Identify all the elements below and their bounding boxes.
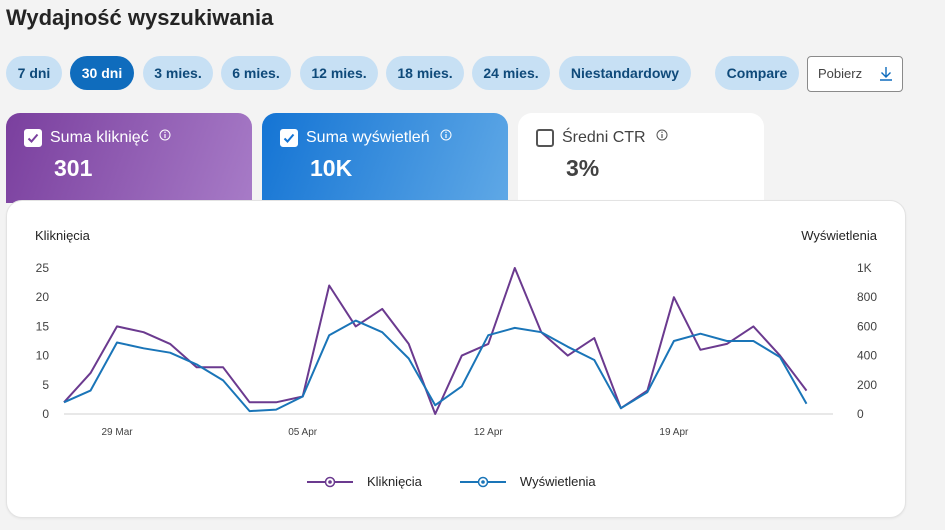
legend-label-clicks: Kliknięcia (367, 474, 422, 489)
range-12-months[interactable]: 12 mies. (300, 56, 378, 90)
download-label: Pobierz (818, 66, 863, 81)
left-axis-title: Kliknięcia (35, 228, 90, 243)
compare-button[interactable]: Compare (715, 56, 799, 90)
y-left-tick-label: 15 (36, 319, 50, 333)
x-tick-label: 05 Apr (288, 427, 318, 438)
series-line-impressions (63, 319, 808, 413)
range-24-months[interactable]: 24 mies. (472, 56, 550, 90)
y-left-tick-label: 5 (42, 378, 49, 392)
metric-card-impressions[interactable]: Suma wyświetleń 10K (262, 113, 508, 203)
ctr-value: 3% (566, 155, 600, 181)
chart-card: Kliknięcia Wyświetlenia 0 5 10 15 20 25 0 200 40… (6, 200, 906, 518)
range-3-months[interactable]: 3 mies. (143, 56, 213, 90)
legend-marker-impressions (459, 476, 506, 487)
metric-card-clicks[interactable]: Suma kliknięć 301 (6, 113, 252, 203)
y-left-tick-label: 25 (36, 261, 50, 275)
ctr-checkbox[interactable] (536, 129, 554, 147)
download-button[interactable]: Pobierz (807, 56, 903, 92)
checkmark-icon (283, 133, 295, 143)
legend-item-clicks[interactable]: Kliknięcia (307, 474, 422, 489)
clicks-checkbox[interactable] (24, 129, 42, 147)
page-title: Wydajność wyszukiwania (6, 5, 274, 30)
legend-label-impressions: Wyświetlenia (519, 474, 596, 489)
range-30-days[interactable]: 30 dni (70, 56, 134, 90)
x-tick-label: 29 Mar (101, 427, 133, 438)
range-7-days[interactable]: 7 dni (6, 56, 62, 90)
legend-marker-clicks (307, 476, 353, 487)
clicks-value: 301 (54, 155, 93, 181)
y-right-tick-label: 600 (857, 319, 877, 333)
y-left-tick-label: 20 (36, 290, 50, 304)
info-icon[interactable] (656, 129, 668, 141)
date-range-bar: 7 dni 30 dni 3 mies. 6 mies. 12 mies. 18… (0, 56, 945, 92)
y-right-tick-label: 400 (857, 349, 877, 363)
y-left-tick-label: 10 (36, 349, 50, 363)
ctr-label: Średni CTR (562, 129, 646, 146)
y-right-tick-label: 0 (857, 407, 864, 421)
info-icon[interactable] (440, 129, 452, 141)
legend-item-impressions[interactable]: Wyświetlenia (459, 474, 596, 489)
impressions-checkbox[interactable] (280, 129, 298, 147)
checkmark-icon (27, 133, 39, 143)
impressions-label: Suma wyświetleń (306, 129, 430, 146)
chart-legend: Kliknięcia Wyświetlenia (307, 474, 596, 489)
info-icon[interactable] (159, 129, 171, 141)
right-axis-title: Wyświetlenia (801, 228, 877, 243)
series-line-clicks (63, 267, 808, 415)
y-right-tick-label: 200 (857, 378, 877, 392)
range-custom[interactable]: Niestandardowy (559, 56, 691, 90)
y-left-tick-label: 0 (42, 407, 49, 421)
range-18-months[interactable]: 18 mies. (386, 56, 464, 90)
metric-card-ctr[interactable]: Średni CTR 3% (518, 113, 764, 203)
clicks-label: Suma kliknięć (50, 129, 149, 146)
impressions-value: 10K (310, 155, 353, 181)
x-tick-label: 12 Apr (474, 427, 504, 438)
y-right-tick-label: 1K (857, 261, 872, 275)
x-tick-label: 19 Apr (659, 427, 689, 438)
range-6-months[interactable]: 6 mies. (221, 56, 291, 90)
line-chart: 0 5 10 15 20 25 0 200 400 600 800 1K 29 Mar 05 Apr 12 … (36, 261, 878, 438)
y-right-tick-label: 800 (857, 290, 877, 304)
download-icon (880, 67, 892, 81)
